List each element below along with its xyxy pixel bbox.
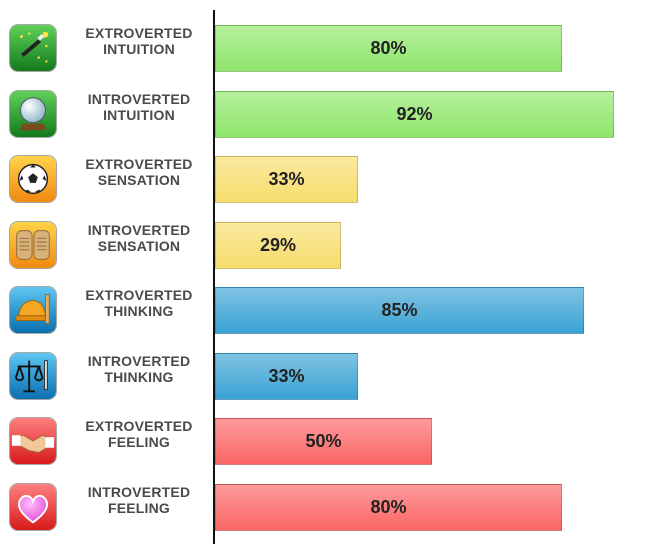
category-label: EXTROVERTED THINKING (70, 287, 208, 319)
chart-row: INTROVERTED INTUITION 92% (0, 77, 656, 143)
chart-row: INTROVERTED THINKING 33% (0, 339, 656, 405)
bar (215, 156, 358, 203)
chart-row: EXTROVERTED THINKING 85% (0, 273, 656, 339)
bar (215, 221, 341, 269)
scales-of-justice-icon (9, 351, 57, 400)
category-label-line2: INTUITION (103, 41, 175, 57)
bar-value-label: 80% (370, 38, 407, 58)
category-label-line1: INTROVERTED (87, 90, 191, 107)
bar-value-label: 33% (268, 169, 305, 189)
category-label: INTROVERTED INTUITION (70, 91, 208, 123)
bar (215, 287, 584, 334)
category-label-line1: EXTROVERTED (85, 156, 193, 172)
hard-hat-icon (9, 286, 57, 334)
bar-value-label: 33% (268, 365, 305, 386)
category-label-line2: FEELING (107, 434, 171, 450)
chart-row: EXTROVERTED SENSATION 33% (0, 142, 656, 208)
chart-row: INTROVERTED SENSATION 29% (0, 208, 656, 274)
chart-row: EXTROVERTED INTUITION 80% (0, 11, 656, 77)
category-label: EXTROVERTED SENSATION (70, 156, 208, 188)
bar-value-label: 50% (305, 431, 342, 451)
y-axis-line (213, 10, 215, 544)
handshake-icon (9, 417, 57, 465)
category-label: INTROVERTED THINKING (70, 353, 208, 385)
category-label-line1: EXTROVERTED (85, 25, 193, 41)
soccer-ball-icon (9, 155, 57, 203)
category-label: EXTROVERTED INTUITION (70, 25, 208, 57)
category-label-line1: EXTROVERTED (85, 287, 193, 303)
category-label-line1: INTROVERTED (87, 483, 191, 500)
bar-value-label: 29% (259, 234, 297, 255)
category-label: EXTROVERTED FEELING (70, 418, 208, 450)
crystal-ball-icon (9, 89, 57, 138)
category-label-line2: SENSATION (97, 172, 181, 188)
category-label-line2: THINKING (104, 368, 174, 385)
chart-row: EXTROVERTED FEELING 50% (0, 404, 656, 470)
bar (215, 483, 562, 531)
category-label: INTROVERTED SENSATION (70, 222, 208, 254)
category-label-line2: SENSATION (97, 237, 181, 254)
bar (215, 418, 432, 465)
bar (215, 90, 614, 138)
bar (215, 25, 562, 72)
bar-value-label: 85% (381, 300, 418, 320)
category-label-line2: FEELING (107, 499, 171, 516)
category-label-line1: INTROVERTED (87, 221, 191, 238)
category-label-line2: THINKING (104, 303, 174, 319)
bar-value-label: 80% (370, 496, 407, 517)
category-label: INTROVERTED FEELING (70, 484, 208, 516)
chart-row: INTROVERTED FEELING 80% (0, 470, 656, 536)
magic-wand-icon (9, 24, 57, 72)
category-label-line1: INTROVERTED (87, 352, 191, 369)
category-label-line2: INTUITION (103, 106, 175, 123)
bar-value-label: 92% (396, 103, 433, 124)
book-icon (9, 220, 57, 269)
bar (215, 352, 358, 400)
category-label-line1: EXTROVERTED (85, 418, 193, 434)
heart-icon (9, 482, 57, 531)
